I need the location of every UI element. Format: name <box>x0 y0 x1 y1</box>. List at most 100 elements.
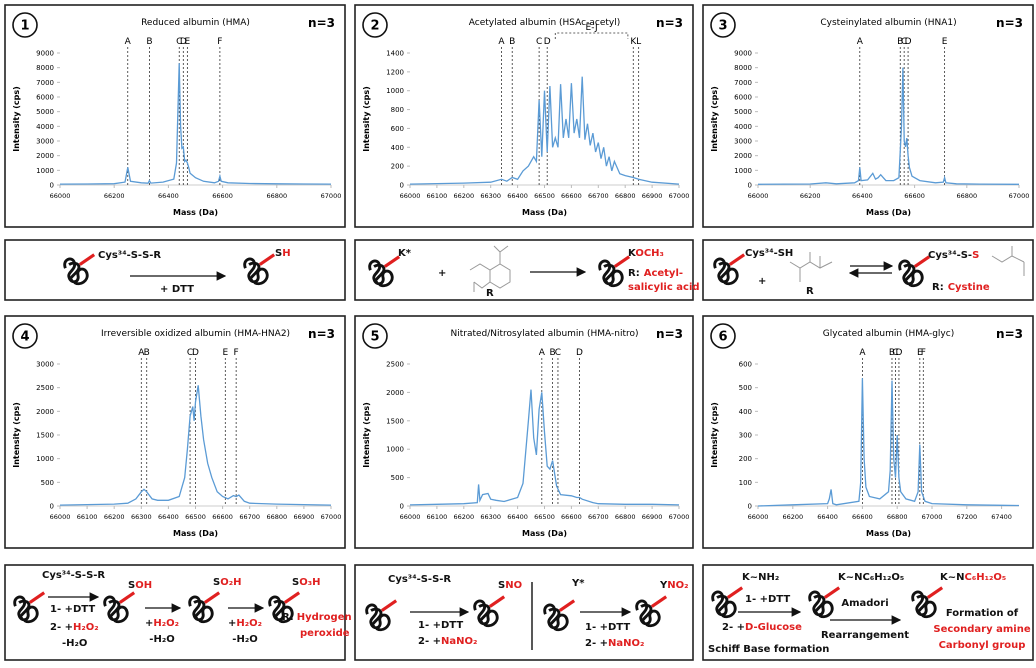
step-part: + <box>145 618 153 629</box>
step-part: 2- + <box>50 622 73 633</box>
peak-label: K <box>630 37 637 47</box>
note: R: Hydrogen <box>282 612 352 623</box>
peak-label: D <box>905 37 912 47</box>
note-part: Acetyl- <box>644 268 683 279</box>
y-tick-label: 200 <box>739 455 752 463</box>
y-tick-label: 2000 <box>36 152 54 160</box>
peak-label: B <box>509 37 515 47</box>
y-tick-label: 0 <box>400 503 404 511</box>
sample-count: n=3 <box>656 327 683 341</box>
x-tick-label: 67000 <box>321 192 342 200</box>
peak-label: A <box>125 37 132 47</box>
step: 1- +DTT <box>585 622 630 633</box>
x-tick-label: 66200 <box>104 192 125 200</box>
y-tick-label: 3000 <box>36 361 54 369</box>
peak-label: B <box>549 348 555 358</box>
x-tick-label: 66800 <box>615 192 636 200</box>
y-tick-label: 600 <box>391 125 404 133</box>
note: Secondary amine <box>933 624 1030 635</box>
x-tick-label: 66300 <box>480 513 501 521</box>
y-tick-label: 5000 <box>36 108 54 116</box>
y-tick-label: 500 <box>739 384 752 392</box>
charts: 1 Reduced albumin (HMA) n=3 Intensity (cps)… <box>4 4 1034 549</box>
y-tick-label: 1000 <box>36 167 54 175</box>
x-tick-label: 66600 <box>561 513 582 521</box>
product-part: S <box>275 248 282 259</box>
panel-number: 1 <box>20 19 29 34</box>
product-part: O₂H <box>220 577 241 588</box>
panel-badge <box>12 323 38 349</box>
spectrum-line <box>59 63 332 185</box>
x-axis-label: Mass (Da) <box>173 529 218 538</box>
step: 2- +D-Glucose <box>722 622 802 633</box>
peak-label: C <box>176 37 182 47</box>
peak-label: E <box>185 37 191 47</box>
x-tick-label: 66200 <box>453 513 474 521</box>
peak-label: D <box>192 348 199 358</box>
peak-label: F <box>217 37 222 47</box>
x-axis-label: Mass (Da) <box>522 208 567 217</box>
product: YNO₂ <box>659 580 689 591</box>
reactant: Y* <box>571 578 585 589</box>
x-tick-label: 66100 <box>77 513 98 521</box>
x-tick-label: 66900 <box>642 192 663 200</box>
x-tick-label: 66400 <box>507 192 528 200</box>
x-tick-label: 66000 <box>50 513 71 521</box>
x-tick-label: 66900 <box>294 513 315 521</box>
step: +H₂O₂ <box>228 618 262 629</box>
y-tick-label: 2000 <box>36 408 54 416</box>
product-part: Y <box>659 580 668 591</box>
sample-count: n=3 <box>996 16 1023 30</box>
step-part: 2- + <box>418 636 441 647</box>
y-tick-label: 9000 <box>36 50 54 58</box>
note: Carbonyl group <box>939 640 1026 651</box>
x-axis-label: Mass (Da) <box>522 529 567 538</box>
y-axis-label: Intensity (cps) <box>12 86 21 152</box>
product: K~NC₆H₁₂O₅ <box>940 572 1006 583</box>
reactant: Cys³⁴-SH <box>745 248 793 259</box>
panel-box <box>4 4 346 228</box>
peak-label: D <box>576 348 583 358</box>
step-part: 2- + <box>585 638 608 649</box>
step-part: H₂O₂ <box>153 618 179 629</box>
peak-label: D <box>544 37 551 47</box>
sample-count: n=3 <box>656 16 683 30</box>
peak-label: E <box>222 348 228 358</box>
y-tick-label: 3000 <box>734 138 752 146</box>
product-part: S <box>292 577 299 588</box>
panel-badge <box>362 12 388 38</box>
y-tick-label: 1000 <box>386 446 404 454</box>
y-tick-label: 1500 <box>386 417 404 425</box>
x-tick-label: 66700 <box>588 513 609 521</box>
note: R: Cystine <box>932 282 990 293</box>
y-tick-label: 0 <box>400 182 404 190</box>
x-tick-label: 66600 <box>852 513 873 521</box>
y-tick-label: 500 <box>41 479 54 487</box>
product-part: OH <box>135 580 152 591</box>
chart-title: Irreversible oxidized albumin (HMA-HNA2) <box>101 329 290 339</box>
x-tick-label: 66600 <box>904 192 925 200</box>
peak-label: A <box>859 348 866 358</box>
x-tick-label: 66700 <box>588 192 609 200</box>
step: 2- +NaNO₂ <box>585 638 644 649</box>
y-tick-label: 200 <box>391 163 404 171</box>
panel-number: 5 <box>370 330 379 345</box>
panel-badge <box>710 323 736 349</box>
note-part: R: <box>932 282 944 293</box>
peak-label: C <box>536 37 542 47</box>
x-tick-label: 66200 <box>104 513 125 521</box>
product: SNO <box>498 580 522 591</box>
x-tick-label: 66400 <box>817 513 838 521</box>
y-tick-label: 4000 <box>734 123 752 131</box>
product-part: NO <box>505 580 522 591</box>
y-tick-label: 4000 <box>36 123 54 131</box>
product-part: H <box>282 248 290 259</box>
x-tick-label: 66800 <box>615 513 636 521</box>
sample-count: n=3 <box>308 16 335 30</box>
x-tick-label: 66600 <box>212 513 233 521</box>
x-tick-label: 67000 <box>669 192 690 200</box>
peak-label: E <box>917 348 923 358</box>
x-tick-label: 66000 <box>748 192 769 200</box>
x-tick-label: 66500 <box>534 513 555 521</box>
